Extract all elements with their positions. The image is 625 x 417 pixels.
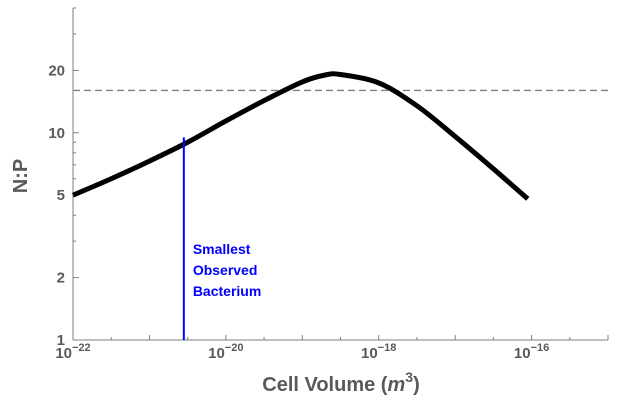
x-tick-label: 10−18 bbox=[361, 342, 396, 362]
y-axis-title: N:P bbox=[10, 159, 32, 193]
series-layer bbox=[72, 71, 530, 201]
annotation-text: Smallest bbox=[193, 241, 251, 257]
annotation-text: Observed bbox=[193, 262, 258, 278]
y-tick-label: 5 bbox=[57, 187, 65, 204]
np-curve-line bbox=[72, 71, 530, 201]
y-tick-label: 2 bbox=[57, 270, 65, 287]
labels-layer: 10−22 10−20 10−18 10−16 1 2 5 10 20 Cell Volume (… bbox=[10, 62, 549, 396]
x-tick-label: 10−20 bbox=[208, 342, 243, 362]
annotation-text: Bacterium bbox=[193, 283, 261, 299]
x-tick-label: 10−16 bbox=[514, 342, 549, 362]
axes-layer bbox=[72, 7, 609, 341]
annotation-layer: Smallest Observed Bacterium bbox=[182, 137, 261, 340]
y-tick-label: 10 bbox=[48, 125, 65, 142]
x-tick-label: 10−22 bbox=[55, 342, 90, 362]
y-tick-label: 20 bbox=[48, 62, 65, 79]
y-tick-label: 1 bbox=[57, 332, 65, 349]
x-axis-title: Cell Volume (m3) bbox=[262, 369, 419, 396]
